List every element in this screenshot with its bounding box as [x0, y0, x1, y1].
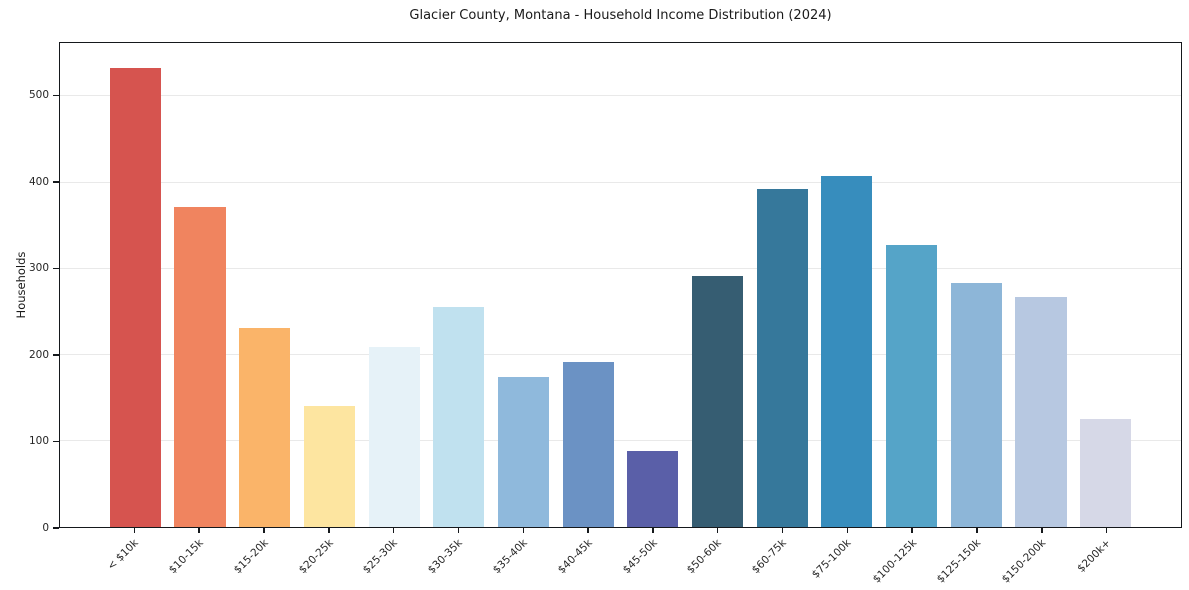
- bar-$150-200k: [1015, 297, 1067, 527]
- x-tick-label-9: $50-60k: [685, 537, 725, 577]
- gridline-500: [60, 95, 1181, 97]
- bar-slot-5: [426, 43, 491, 527]
- x-tick-mark-8: [652, 528, 654, 533]
- bar-slot-12: [879, 43, 944, 527]
- y-tick-mark-300: [53, 267, 59, 270]
- x-tick-mark-14: [1041, 528, 1043, 533]
- x-tick-label-11: $75-100k: [810, 537, 854, 581]
- bar-$75-100k: [821, 175, 873, 527]
- bar-slot-7: [556, 43, 621, 527]
- x-tick-mark-2: [263, 528, 265, 533]
- x-tick-label-0: < $10k: [105, 537, 141, 573]
- gridline-200: [60, 353, 1181, 355]
- x-tick-label-15: $200k+: [1075, 537, 1114, 575]
- y-axis-label: Households: [14, 251, 28, 319]
- x-tick-mark-5: [457, 528, 460, 533]
- y-tick-mark-0: [53, 527, 59, 529]
- bar-$100-125k: [886, 244, 938, 527]
- bar-$25-30k: [368, 347, 420, 527]
- y-tick-mark-100: [53, 440, 59, 443]
- y-tick-mark-500: [53, 94, 59, 97]
- x-tick-label-14: $150-200k: [999, 537, 1049, 586]
- bar-$20-25k: [303, 406, 355, 527]
- x-tick-label-2: $15-20k: [231, 537, 271, 577]
- bar-slot-14: [1009, 43, 1074, 527]
- bar-$60-75k: [756, 188, 808, 527]
- x-tick-label-1: $10-15k: [166, 537, 206, 577]
- x-tick-mark-12: [911, 528, 913, 533]
- bar-slot-10: [750, 43, 815, 527]
- y-tick-mark-400: [53, 181, 59, 183]
- bar-slot-3: [297, 43, 362, 527]
- bar-$10-15k: [174, 206, 226, 527]
- bar-$40-45k: [562, 361, 614, 527]
- bar-$125-150k: [950, 283, 1002, 527]
- gridline-100: [60, 439, 1181, 441]
- bars-layer: [60, 43, 1181, 527]
- x-tick-label-8: $45-50k: [620, 537, 660, 577]
- plot-area: [59, 42, 1182, 528]
- bar-$200k+: [1080, 418, 1132, 527]
- bar-slot-15: [1073, 43, 1138, 527]
- x-tick-mark-9: [716, 528, 719, 533]
- x-tick-mark-6: [522, 528, 525, 533]
- x-tick-label-13: $125-150k: [934, 537, 984, 586]
- bar-slot-6: [491, 43, 556, 527]
- x-tick-mark-10: [781, 528, 784, 533]
- bar-slot-11: [815, 43, 880, 527]
- x-tick-mark-3: [328, 528, 330, 533]
- bar-slot-0: [103, 43, 168, 527]
- y-tick-label-300: 300: [28, 262, 49, 275]
- y-tick-label-100: 100: [28, 435, 49, 448]
- x-tick-label-12: $100-125k: [870, 537, 919, 586]
- x-tick-mark-1: [198, 528, 200, 533]
- x-tick-mark-11: [846, 528, 849, 533]
- bar-slot-4: [362, 43, 427, 527]
- bar-$30-35k: [433, 306, 485, 527]
- y-tick-mark-200: [53, 354, 59, 356]
- bar-$50-60k: [691, 275, 744, 527]
- bar-$15-20k: [239, 328, 291, 527]
- y-tick-label-0: 0: [42, 521, 49, 534]
- x-tick-label-7: $40-45k: [555, 537, 595, 577]
- bar-slot-2: [232, 43, 297, 527]
- bar-< $10k: [109, 67, 161, 527]
- x-tick-label-10: $60-75k: [749, 537, 790, 577]
- bar-slot-13: [944, 43, 1009, 527]
- bar-$45-50k: [627, 451, 679, 527]
- x-tick-label-6: $35-40k: [490, 537, 530, 577]
- x-tick-mark-13: [976, 528, 978, 533]
- x-tick-mark-4: [392, 528, 395, 533]
- x-tick-label-5: $30-35k: [425, 537, 465, 577]
- chart-title: Glacier County, Montana - Household Inco…: [409, 8, 832, 23]
- x-tick-label-4: $25-30k: [361, 537, 401, 577]
- x-tick-label-3: $20-25k: [296, 537, 336, 577]
- bar-$35-40k: [497, 377, 550, 527]
- bar-slot-8: [621, 43, 686, 527]
- bar-slot-1: [168, 43, 233, 527]
- bar-slot-9: [685, 43, 750, 527]
- y-tick-label-400: 400: [28, 175, 49, 188]
- x-tick-mark-15: [1105, 528, 1108, 533]
- gridline-400: [60, 181, 1181, 183]
- x-tick-mark-0: [133, 528, 136, 533]
- y-tick-label-200: 200: [28, 348, 49, 361]
- gridline-300: [60, 267, 1181, 269]
- x-tick-mark-7: [587, 528, 589, 533]
- y-tick-label-500: 500: [28, 89, 49, 102]
